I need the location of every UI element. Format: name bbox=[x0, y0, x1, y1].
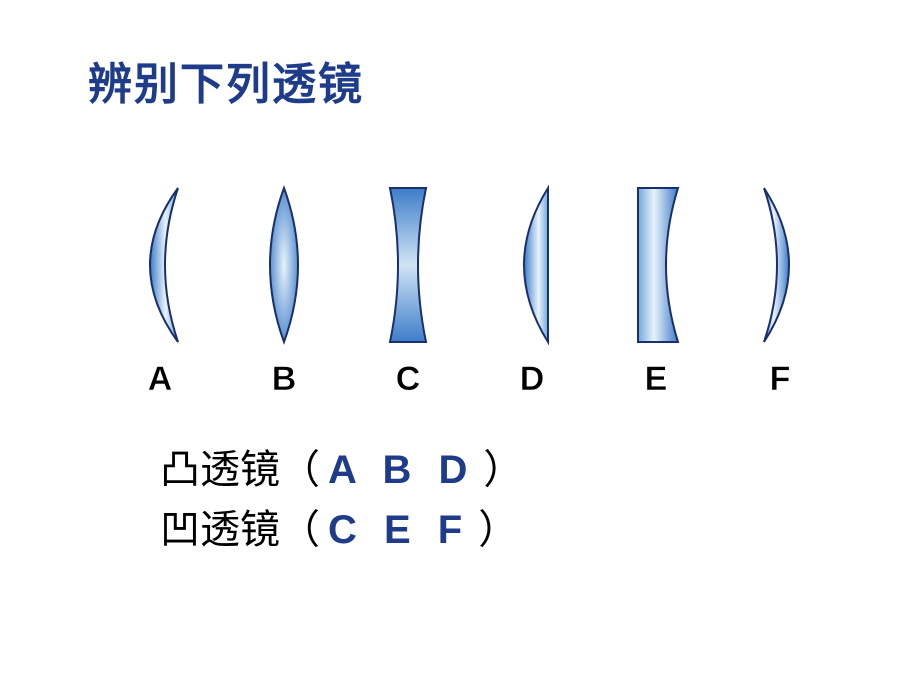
lens-shape-D bbox=[482, 180, 582, 350]
lens-label-D: D bbox=[482, 360, 582, 399]
lens-row bbox=[110, 180, 830, 350]
page-title: 辨别下列透镜 bbox=[88, 48, 364, 112]
answer-concave: 凹透镜 （ C E F ） bbox=[160, 500, 523, 560]
paren-open: （ bbox=[280, 440, 320, 500]
lens-shape-C bbox=[358, 180, 458, 350]
lens-shape-F bbox=[730, 180, 830, 350]
label-row: A B C D E F bbox=[110, 360, 830, 399]
lens-shape-E bbox=[606, 180, 706, 350]
lens-F bbox=[730, 180, 830, 350]
lens-D bbox=[482, 180, 582, 350]
answer-convex-value: A B D bbox=[328, 440, 475, 500]
paren-open: （ bbox=[280, 500, 320, 560]
lens-label-E: E bbox=[606, 360, 706, 399]
answer-convex: 凸透镜 （ A B D ） bbox=[160, 440, 523, 500]
lens-A bbox=[110, 180, 210, 350]
answers-block: 凸透镜 （ A B D ） 凹透镜 （ C E F ） bbox=[160, 440, 523, 560]
lens-label-C: C bbox=[358, 360, 458, 399]
lens-shape-A bbox=[110, 180, 210, 350]
lens-C bbox=[358, 180, 458, 350]
paren-close: ） bbox=[483, 440, 523, 500]
lens-E bbox=[606, 180, 706, 350]
paren-close: ） bbox=[478, 500, 518, 560]
answer-concave-value: C E F bbox=[328, 500, 470, 560]
lens-B bbox=[234, 180, 334, 350]
lens-label-F: F bbox=[730, 360, 830, 399]
answer-convex-label: 凸透镜 bbox=[160, 440, 280, 500]
lens-shape-B bbox=[234, 180, 334, 350]
lens-label-A: A bbox=[110, 360, 210, 399]
lens-label-B: B bbox=[234, 360, 334, 399]
answer-concave-label: 凹透镜 bbox=[160, 500, 280, 560]
